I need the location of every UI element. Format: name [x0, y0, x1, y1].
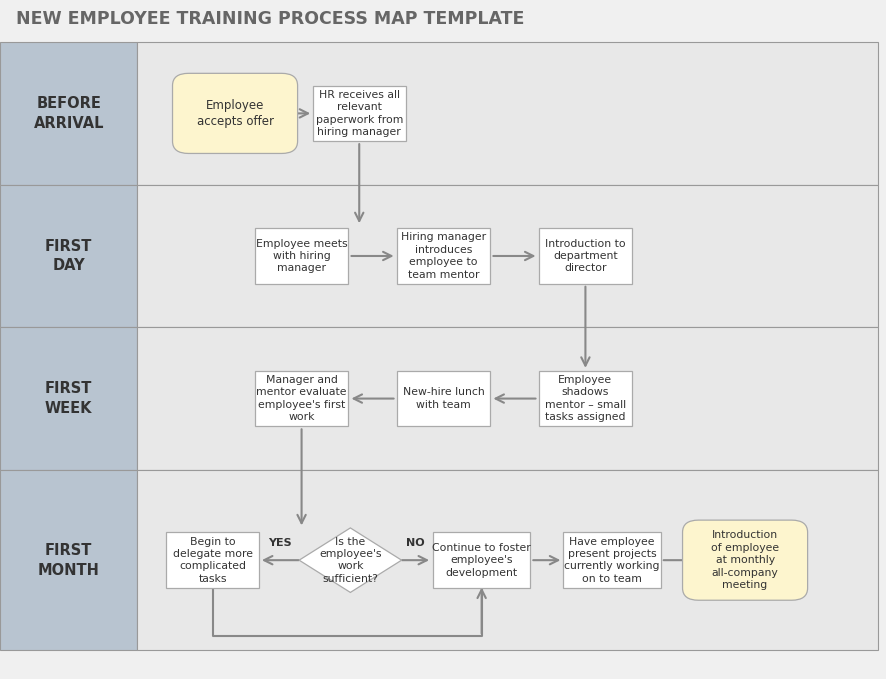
FancyBboxPatch shape	[539, 371, 631, 426]
FancyBboxPatch shape	[0, 42, 137, 185]
FancyBboxPatch shape	[137, 470, 877, 650]
Text: NEW EMPLOYEE TRAINING PROCESS MAP TEMPLATE: NEW EMPLOYEE TRAINING PROCESS MAP TEMPLA…	[16, 10, 524, 28]
Text: FIRST
WEEK: FIRST WEEK	[45, 381, 92, 416]
FancyBboxPatch shape	[167, 532, 259, 588]
Text: Begin to
delegate more
complicated
tasks: Begin to delegate more complicated tasks	[173, 536, 253, 584]
FancyBboxPatch shape	[432, 532, 530, 588]
Text: Employee meets
with hiring
manager: Employee meets with hiring manager	[255, 238, 347, 274]
FancyBboxPatch shape	[0, 470, 137, 650]
Text: Employee
shadows
mentor – small
tasks assigned: Employee shadows mentor – small tasks as…	[544, 375, 626, 422]
FancyBboxPatch shape	[397, 228, 489, 284]
FancyBboxPatch shape	[137, 42, 877, 185]
FancyBboxPatch shape	[539, 228, 631, 284]
Text: Have employee
present projects
currently working
on to team: Have employee present projects currently…	[563, 536, 659, 584]
Text: Introduction
of employee
at monthly
all-company
meeting: Introduction of employee at monthly all-…	[711, 530, 778, 590]
FancyBboxPatch shape	[0, 327, 137, 470]
Text: New-hire lunch
with team: New-hire lunch with team	[402, 388, 484, 409]
Text: Is the
employee's
work
sufficient?: Is the employee's work sufficient?	[319, 536, 381, 584]
Text: FIRST
DAY: FIRST DAY	[45, 238, 92, 274]
Polygon shape	[299, 528, 401, 592]
Text: YES: YES	[268, 538, 291, 548]
Text: HR receives all
relevant
paperwork from
hiring manager: HR receives all relevant paperwork from …	[315, 90, 402, 137]
FancyBboxPatch shape	[137, 327, 877, 470]
Text: Hiring manager
introduces
employee to
team mentor: Hiring manager introduces employee to te…	[400, 232, 486, 280]
Text: Employee
accepts offer: Employee accepts offer	[197, 99, 273, 128]
FancyBboxPatch shape	[0, 185, 137, 327]
FancyBboxPatch shape	[255, 371, 347, 426]
FancyBboxPatch shape	[173, 73, 298, 153]
FancyBboxPatch shape	[397, 371, 489, 426]
FancyBboxPatch shape	[563, 532, 660, 588]
Text: Introduction to
department
director: Introduction to department director	[545, 238, 625, 274]
FancyBboxPatch shape	[137, 185, 877, 327]
Text: Manager and
mentor evaluate
employee's first
work: Manager and mentor evaluate employee's f…	[256, 375, 346, 422]
Text: NO: NO	[406, 538, 424, 548]
FancyBboxPatch shape	[255, 228, 347, 284]
Text: FIRST
MONTH: FIRST MONTH	[38, 543, 99, 578]
FancyBboxPatch shape	[313, 86, 406, 141]
Text: BEFORE
ARRIVAL: BEFORE ARRIVAL	[34, 96, 104, 131]
FancyBboxPatch shape	[682, 520, 807, 600]
Text: Continue to foster
employee's
development: Continue to foster employee's developmen…	[431, 543, 531, 578]
